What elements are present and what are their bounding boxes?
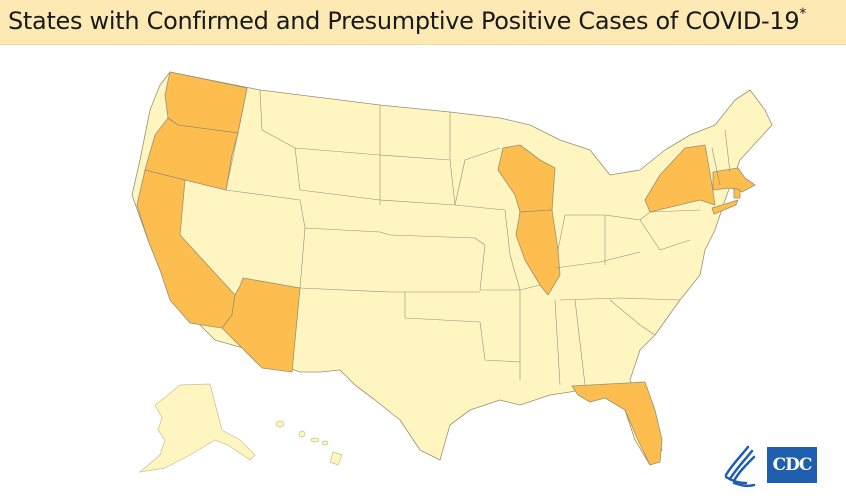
state-new-york <box>644 144 716 213</box>
page-title: States with Confirmed and Presumptive Po… <box>8 6 807 35</box>
state-california <box>136 169 236 329</box>
state-rhode-island <box>733 187 741 199</box>
state-florida <box>571 381 663 466</box>
state-arizona <box>221 277 301 373</box>
state-oregon <box>144 117 239 191</box>
hhs-eagle-icon <box>724 445 756 488</box>
long-island <box>711 199 739 215</box>
state-hawaii <box>275 420 343 466</box>
state-washington <box>164 71 248 134</box>
footnote-marker: * <box>799 6 807 22</box>
state-massachusetts <box>712 167 756 193</box>
cdc-logo: CDC <box>767 447 817 483</box>
title-banner: States with Confirmed and Presumptive Po… <box>0 0 846 45</box>
us-states-map <box>131 71 773 473</box>
state-alaska <box>138 383 256 473</box>
state-illinois <box>515 209 561 296</box>
